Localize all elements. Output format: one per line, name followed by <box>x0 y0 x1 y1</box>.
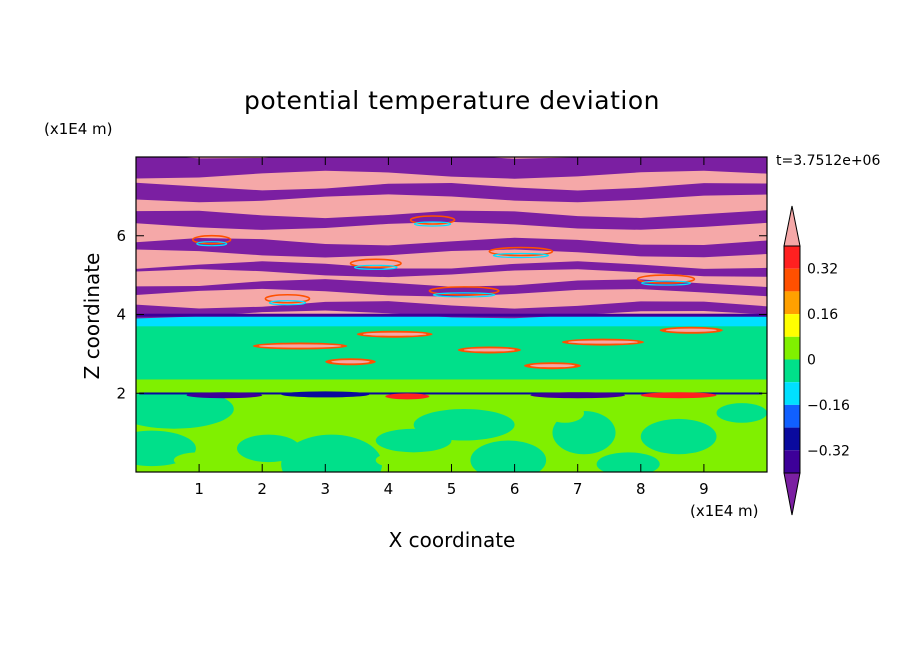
field-streak <box>331 360 370 364</box>
colorbar-segment <box>784 268 800 292</box>
field-front <box>349 258 402 269</box>
colorbar-label: 0 <box>807 353 816 369</box>
field-feature <box>186 392 263 399</box>
y-tick-label: 6 <box>116 227 126 245</box>
x-tick-label: 4 <box>384 480 394 498</box>
colorbar-segment <box>784 291 800 315</box>
colorbar-label: 0.16 <box>807 307 838 323</box>
field-front <box>409 215 456 225</box>
field-streak <box>362 332 427 336</box>
field-front <box>196 241 228 247</box>
x-tick-label: 1 <box>194 480 204 498</box>
field-front <box>413 221 452 227</box>
colorbar-segment <box>784 450 800 473</box>
field-front <box>353 264 398 270</box>
field-blob-lower <box>640 418 717 455</box>
field-front <box>191 234 232 245</box>
field-streak <box>665 328 717 332</box>
field-feature <box>385 393 430 400</box>
field-blob-lower <box>173 452 225 469</box>
field-front <box>488 246 554 257</box>
field-blob-lower <box>296 397 354 413</box>
field-band-negative <box>136 301 767 319</box>
field-streak <box>463 348 515 352</box>
x-axis: 1 2 3 4 5 6 7 8 9 <box>194 157 709 498</box>
colorbar-segment <box>784 359 800 383</box>
y-tick-label: 2 <box>116 384 126 402</box>
field-feature <box>530 392 626 399</box>
field-band <box>136 316 767 327</box>
field-blob-lower <box>375 452 427 469</box>
field-feature <box>640 392 717 399</box>
field-front <box>428 286 500 296</box>
field-blob-lower <box>546 403 585 423</box>
x-tick-label: 7 <box>573 480 583 498</box>
colorbar-label: −0.16 <box>807 398 850 414</box>
contour-field <box>136 157 767 472</box>
field-front <box>264 293 311 304</box>
time-label: t=3.7512e+06 <box>776 153 881 169</box>
colorbar-segment <box>784 314 800 337</box>
x-tick-label: 6 <box>510 480 520 498</box>
x-axis-unit: (x1E4 m) <box>690 502 759 520</box>
colorbar-segment <box>784 382 800 405</box>
colorbar-frame <box>783 245 801 474</box>
field-streak <box>530 364 575 368</box>
colorbar-extend-top <box>783 205 801 247</box>
colorbar-extend-bottom <box>783 472 801 516</box>
colorbar-segment <box>784 336 800 360</box>
y-tick-label: 4 <box>116 306 126 324</box>
colorbar-segment <box>784 246 800 269</box>
y-axis: 2 4 6 <box>116 227 767 402</box>
field-blob-lower <box>596 452 660 472</box>
x-tick-label: 5 <box>447 480 457 498</box>
colorbar-segment <box>784 427 800 451</box>
field-blob-lower <box>470 440 547 472</box>
field-line <box>136 313 767 317</box>
field-blob-lower <box>281 434 383 472</box>
field-band <box>136 379 767 394</box>
colorbar-label: 0.32 <box>807 262 838 278</box>
colorbar-segment <box>784 404 800 428</box>
field-band-negative <box>136 182 767 203</box>
x-tick-label: 8 <box>636 480 646 498</box>
field-streak <box>567 340 638 344</box>
colorbar-label: −0.32 <box>807 443 850 459</box>
x-tick-label: 9 <box>699 480 709 498</box>
field-band-negative <box>136 157 767 179</box>
field-band-negative <box>136 237 767 258</box>
field-blob-lower <box>413 409 515 441</box>
field-blob-lower <box>716 403 767 423</box>
field-front <box>268 300 307 306</box>
field-streak <box>258 344 342 348</box>
z-axis-unit: (x1E4 m) <box>44 120 113 138</box>
x-tick-label: 3 <box>321 480 331 498</box>
field-line <box>139 392 763 395</box>
x-axis-label: X coordinate <box>388 528 516 552</box>
field-band-negative <box>136 261 767 278</box>
field-front <box>492 252 550 259</box>
x-tick-label: 2 <box>257 480 267 498</box>
field-front <box>636 274 696 284</box>
field-blob-lower <box>136 389 234 429</box>
field-front <box>432 292 496 298</box>
field-band-negative <box>136 210 767 230</box>
field-front <box>641 280 692 286</box>
colorbar: 0.32 0.16 0 −0.16 −0.32 <box>783 205 850 516</box>
chart-title: potential temperature deviation <box>244 86 660 115</box>
field-feature <box>281 391 370 398</box>
